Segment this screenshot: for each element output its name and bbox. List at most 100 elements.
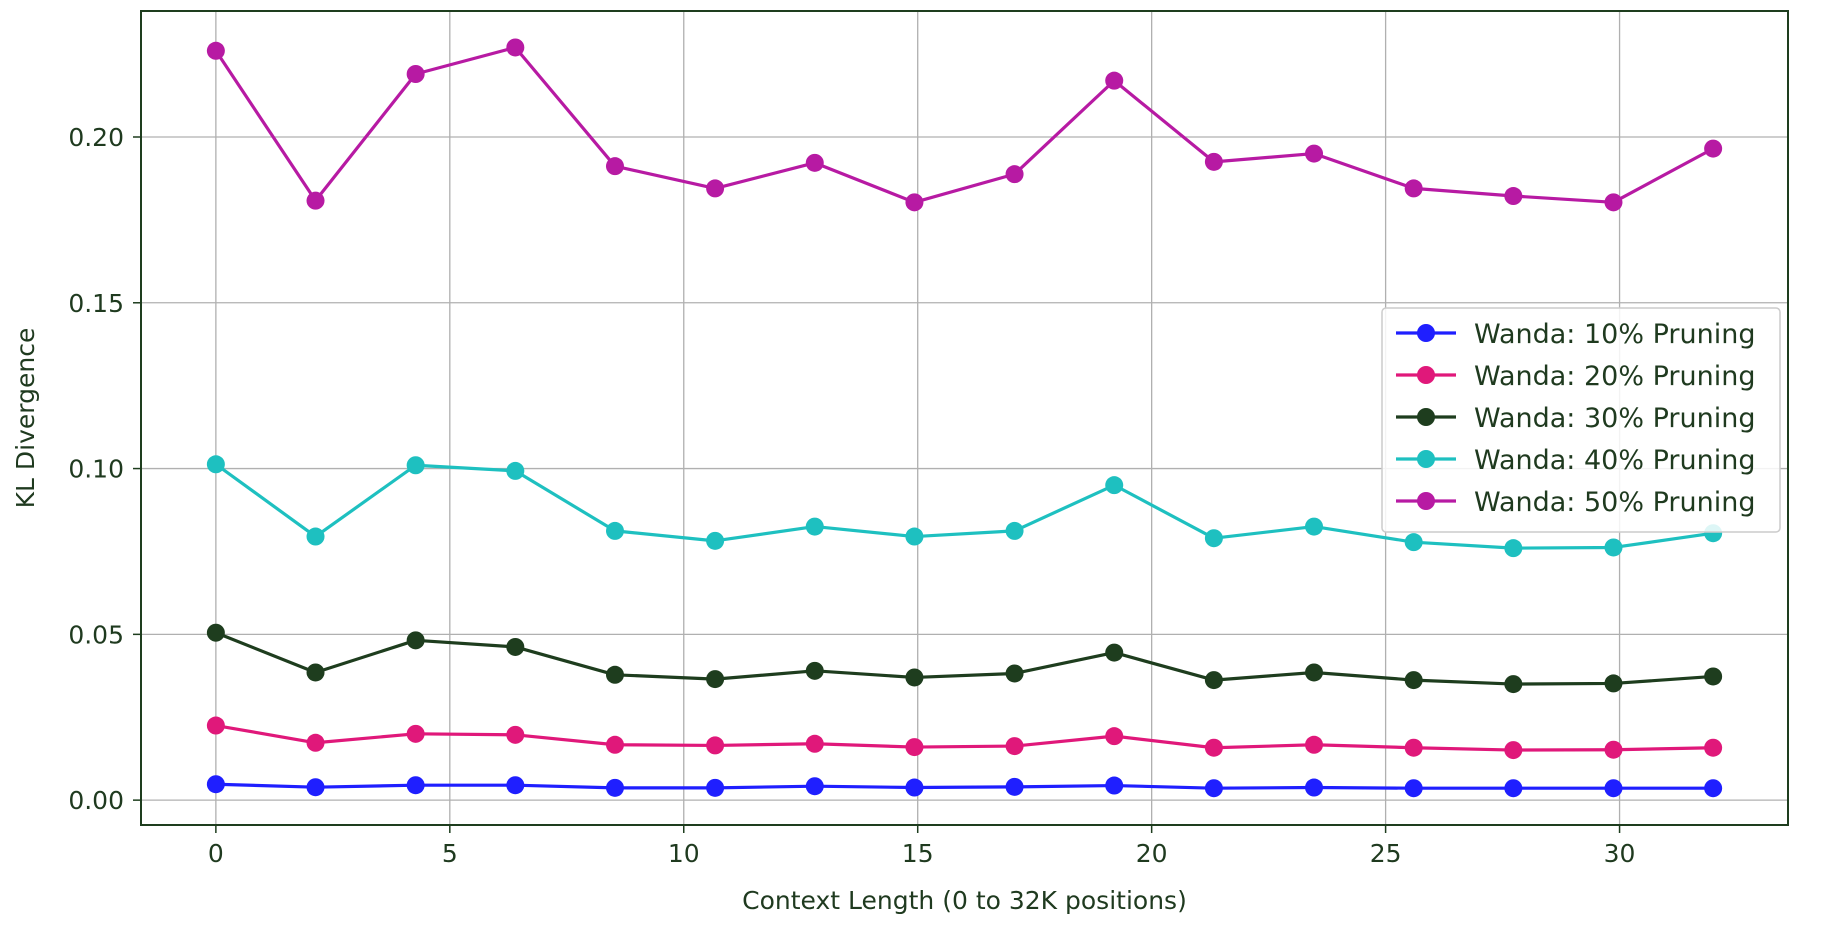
series-4 [206,455,1723,558]
data-point [1704,738,1723,757]
series-3 [206,623,1723,694]
series-group [206,38,1723,798]
data-point [1604,740,1623,759]
series-line [214,462,1714,550]
data-point [206,716,225,735]
data-point [1704,139,1723,158]
data-point [1105,71,1124,90]
x-axis-title: Context Length (0 to 32K positions) [742,886,1187,915]
y-axis-title: KL Divergence [11,328,40,509]
x-tick-label: 0 [208,839,224,868]
data-point [905,193,924,212]
data-point [1704,667,1723,686]
data-point [306,663,325,682]
data-point [1404,738,1423,757]
data-point [805,734,824,753]
data-point [1504,741,1523,760]
y-tick-label: 0.20 [68,123,124,152]
data-point [1704,779,1723,798]
data-point [605,735,624,754]
data-point [1504,779,1523,798]
data-point [1404,671,1423,690]
data-point [1604,779,1623,798]
data-point [805,661,824,680]
data-point [306,733,325,752]
data-point [905,778,924,797]
series-line [215,723,1714,752]
data-point [1005,165,1024,184]
x-tick-label: 30 [1604,839,1636,868]
legend-swatch-marker [1417,450,1435,468]
x-tick-label: 10 [668,839,700,868]
legend-item: Wanda: 20% Pruning [1396,361,1755,392]
legend-swatch-marker [1417,408,1435,426]
data-point [206,455,225,474]
data-point [1404,179,1423,198]
data-point [1404,779,1423,798]
data-point [506,38,525,57]
data-point [206,41,225,60]
data-point [1005,737,1024,756]
data-point [506,776,525,795]
legend-label: Wanda: 50% Pruning [1474,487,1755,518]
series-line [215,782,1714,790]
data-point [1204,671,1223,690]
data-point [306,191,325,210]
data-point [605,665,624,684]
data-point [1204,738,1223,757]
data-point [1105,643,1124,662]
plot-frame [140,10,1789,826]
x-tick-label: 15 [902,839,934,868]
data-point [1604,674,1623,693]
data-point [1305,144,1324,163]
data-point [1305,735,1324,754]
data-point [1604,538,1623,557]
legend-box [1381,307,1781,533]
data-point [1305,778,1324,797]
data-point [1105,727,1124,746]
data-point [506,637,525,656]
data-point [1105,776,1124,795]
data-point [1504,675,1523,694]
data-point [1005,664,1024,683]
data-point [805,517,824,536]
data-point [905,668,924,687]
data-point [206,775,225,794]
data-point [1204,152,1223,171]
data-point [706,670,725,689]
legend: Wanda: 10% Pruning Wanda: 20% Pruning Wand… [1381,307,1781,533]
data-point [406,64,425,83]
legend-swatch-marker [1417,366,1435,384]
legend-label: Wanda: 40% Pruning [1474,445,1755,476]
y-tick-label: 0.00 [68,786,124,815]
data-point [1105,476,1124,495]
y-tick-label: 0.15 [68,289,124,318]
series-line [215,631,1714,686]
data-point [1404,533,1423,552]
data-point [1305,517,1324,536]
legend-item: Wanda: 40% Pruning [1396,445,1755,476]
data-point [1204,529,1223,548]
x-tick-label: 20 [1136,839,1168,868]
data-point [406,631,425,650]
data-point [1005,777,1024,796]
series-2 [206,716,1723,760]
data-point [605,521,624,540]
ticks: 0 5 10 15 20 25 30 0.00 0.05 0.10 0.15 0.20 [68,123,1635,868]
data-point [1604,193,1623,212]
data-point [706,736,725,755]
data-point [905,527,924,546]
data-point [905,738,924,757]
legend-item: Wanda: 10% Pruning [1396,319,1755,350]
data-point [406,456,425,475]
legend-label: Wanda: 10% Pruning [1474,319,1755,350]
series-1 [206,775,1723,798]
data-point [805,153,824,172]
data-point [506,725,525,744]
y-tick-label: 0.05 [68,620,124,649]
data-point [206,623,225,642]
data-point [406,776,425,795]
data-point [605,778,624,797]
data-point [1204,779,1223,798]
